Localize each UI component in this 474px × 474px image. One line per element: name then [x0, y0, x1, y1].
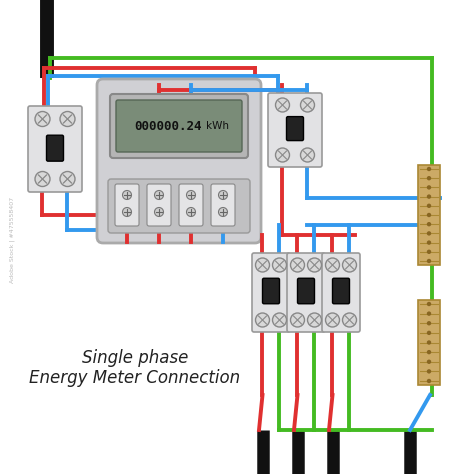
Circle shape [255, 313, 270, 327]
FancyBboxPatch shape [263, 278, 280, 304]
Circle shape [427, 321, 431, 326]
Circle shape [427, 213, 431, 217]
Circle shape [186, 208, 195, 217]
Circle shape [122, 208, 131, 217]
Circle shape [427, 176, 431, 181]
FancyBboxPatch shape [147, 184, 171, 226]
Circle shape [427, 331, 431, 335]
Circle shape [343, 313, 356, 327]
Circle shape [219, 191, 228, 200]
Circle shape [35, 111, 50, 127]
FancyBboxPatch shape [211, 184, 235, 226]
Bar [418, 300, 440, 385]
Circle shape [427, 340, 431, 345]
Circle shape [427, 360, 431, 364]
Circle shape [427, 185, 431, 190]
Circle shape [427, 204, 431, 208]
Circle shape [427, 250, 431, 254]
Text: Adobe Stock | #475558407: Adobe Stock | #475558407 [10, 197, 16, 283]
Circle shape [291, 313, 304, 327]
Circle shape [273, 258, 286, 272]
FancyBboxPatch shape [179, 184, 203, 226]
FancyBboxPatch shape [287, 253, 325, 332]
FancyBboxPatch shape [116, 100, 242, 152]
Text: 000000.24: 000000.24 [134, 119, 202, 133]
Text: Energy Meter Connection: Energy Meter Connection [29, 369, 241, 387]
Circle shape [122, 191, 131, 200]
Circle shape [155, 208, 164, 217]
FancyBboxPatch shape [97, 79, 261, 243]
Circle shape [275, 148, 290, 162]
Circle shape [301, 148, 315, 162]
FancyBboxPatch shape [110, 94, 248, 158]
Circle shape [427, 231, 431, 236]
Circle shape [35, 172, 50, 186]
Circle shape [343, 258, 356, 272]
Circle shape [326, 258, 339, 272]
FancyBboxPatch shape [28, 106, 82, 192]
Circle shape [427, 369, 431, 374]
Circle shape [308, 258, 321, 272]
Circle shape [427, 222, 431, 227]
FancyBboxPatch shape [298, 278, 315, 304]
Circle shape [326, 313, 339, 327]
Circle shape [60, 111, 75, 127]
Circle shape [155, 191, 164, 200]
Circle shape [186, 191, 195, 200]
Circle shape [291, 258, 304, 272]
Circle shape [427, 311, 431, 316]
Text: kWh: kWh [207, 121, 229, 131]
Circle shape [427, 167, 431, 171]
Bar [418, 165, 440, 265]
Circle shape [427, 379, 431, 383]
Circle shape [427, 194, 431, 199]
Circle shape [60, 172, 75, 186]
FancyBboxPatch shape [115, 184, 139, 226]
FancyBboxPatch shape [46, 135, 64, 161]
Circle shape [275, 98, 290, 112]
Circle shape [219, 208, 228, 217]
Circle shape [427, 240, 431, 245]
Circle shape [427, 302, 431, 306]
FancyBboxPatch shape [108, 179, 250, 233]
Text: Single phase: Single phase [82, 349, 188, 367]
Circle shape [427, 350, 431, 355]
Circle shape [255, 258, 270, 272]
FancyBboxPatch shape [268, 93, 322, 167]
FancyBboxPatch shape [322, 253, 360, 332]
Circle shape [301, 98, 315, 112]
FancyBboxPatch shape [332, 278, 349, 304]
Circle shape [427, 259, 431, 263]
Circle shape [273, 313, 286, 327]
FancyBboxPatch shape [252, 253, 290, 332]
Circle shape [308, 313, 321, 327]
FancyBboxPatch shape [286, 117, 303, 141]
